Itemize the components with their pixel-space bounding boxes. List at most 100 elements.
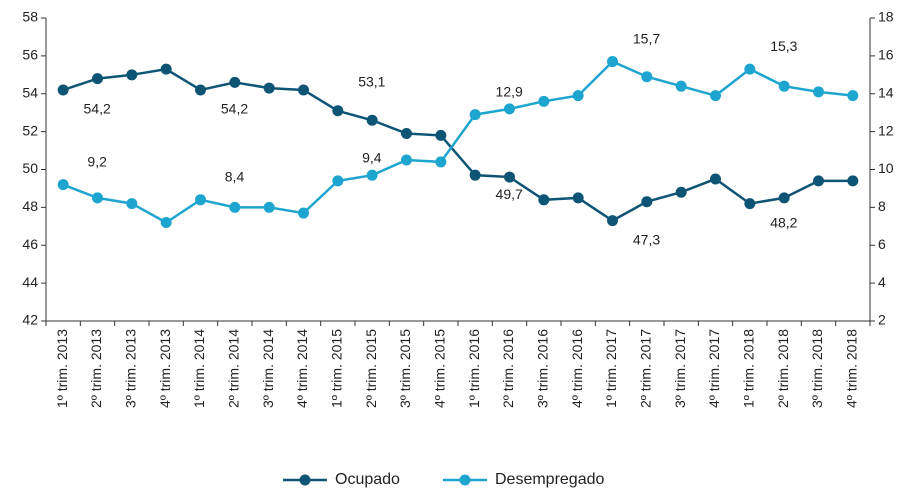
data-label: 54,2 (221, 101, 248, 117)
point (778, 80, 790, 92)
x-tick-label: 4º trim. 2016 (569, 329, 585, 408)
y2-tick-label: 10 (878, 160, 894, 176)
x-tick-label: 2º trim. 2018 (775, 329, 791, 408)
point (126, 69, 138, 81)
data-label: 15,7 (633, 30, 660, 46)
x-tick-label: 3º trim. 2016 (535, 329, 551, 408)
point (744, 198, 756, 210)
point (229, 201, 241, 213)
point (263, 201, 275, 213)
point (195, 194, 206, 206)
data-label: 54,2 (84, 101, 111, 117)
y-tick-label: 50 (22, 160, 38, 176)
legend-marker (459, 474, 471, 486)
point (607, 56, 618, 68)
y-tick-label: 48 (22, 198, 38, 214)
y2-tick-label: 4 (878, 274, 886, 290)
y2-tick-label: 2 (878, 312, 886, 328)
x-tick-label: 1º trim. 2016 (466, 329, 482, 408)
line (62, 60, 853, 224)
x-tick-label: 4º trim. 2018 (844, 329, 860, 408)
point (538, 194, 550, 206)
point (92, 73, 103, 85)
point (160, 217, 172, 229)
point (504, 171, 515, 183)
point (778, 192, 790, 204)
y-tick-label: 52 (22, 122, 38, 138)
point (504, 103, 515, 115)
point (813, 175, 824, 187)
data-label: 49,7 (496, 186, 523, 202)
point (263, 82, 275, 94)
point (572, 192, 584, 204)
data-label: 8,4 (225, 169, 245, 185)
point (813, 86, 824, 98)
point (675, 80, 687, 92)
x-tick-label: 1º trim. 2013 (54, 329, 70, 408)
point (366, 169, 378, 181)
y2-tick-label: 6 (878, 236, 886, 252)
x-tick-label: 2º trim. 2016 (500, 329, 516, 408)
x-tick-label: 1º trim. 2017 (603, 329, 619, 408)
point (298, 207, 309, 219)
point (847, 175, 859, 187)
line (62, 67, 853, 223)
point (57, 84, 69, 96)
point (435, 129, 447, 141)
point (572, 90, 584, 102)
data-label: 12,9 (496, 83, 523, 99)
legend-label: Ocupado (335, 471, 400, 488)
point (847, 90, 859, 102)
x-tick-label: 3º trim. 2015 (397, 329, 413, 408)
data-label: 9,4 (362, 150, 382, 166)
y-tick-label: 54 (22, 84, 38, 100)
y2-tick-label: 18 (878, 9, 894, 25)
x-tick-label: 3º trim. 2014 (260, 329, 276, 408)
point (641, 196, 653, 208)
y-tick-label: 56 (22, 47, 38, 63)
legend-label: Desempregado (495, 471, 605, 488)
y-tick-label: 46 (22, 236, 38, 252)
x-tick-label: 4º trim. 2013 (157, 329, 173, 408)
point (126, 198, 138, 210)
point (469, 109, 481, 121)
x-tick-label: 3º trim. 2018 (809, 329, 825, 408)
point (744, 63, 756, 75)
point (195, 84, 206, 96)
y-tick-label: 42 (22, 312, 38, 328)
point (401, 128, 412, 140)
point (92, 192, 103, 204)
y2-tick-label: 14 (878, 84, 894, 100)
legend-marker (299, 474, 311, 486)
data-label: 48,2 (770, 214, 797, 230)
point (675, 186, 687, 198)
x-tick-label: 2º trim. 2014 (226, 329, 242, 408)
x-tick-label: 2º trim. 2015 (363, 329, 379, 408)
x-tick-label: 2º trim. 2017 (638, 329, 654, 408)
point (435, 156, 447, 168)
data-label: 47,3 (633, 231, 660, 247)
point (641, 71, 653, 83)
x-tick-label: 3º trim. 2017 (672, 329, 688, 408)
x-tick-label: 3º trim. 2013 (123, 329, 139, 408)
x-tick-label: 2º trim. 2013 (88, 329, 104, 408)
point (538, 95, 550, 107)
x-tick-label: 4º trim. 2014 (294, 329, 310, 408)
point (401, 154, 412, 166)
point (366, 114, 378, 126)
point (298, 84, 309, 96)
data-label: 53,1 (358, 73, 385, 89)
point (332, 105, 344, 117)
point (229, 76, 241, 88)
y2-tick-label: 8 (878, 198, 886, 214)
x-tick-label: 4º trim. 2015 (432, 329, 448, 408)
point (469, 169, 481, 181)
y-tick-label: 44 (22, 274, 38, 290)
x-tick-label: 1º trim. 2018 (741, 329, 757, 408)
y2-tick-label: 12 (878, 122, 894, 138)
x-tick-label: 1º trim. 2015 (329, 329, 345, 408)
point (607, 215, 618, 227)
y-tick-label: 58 (22, 9, 38, 25)
point (332, 175, 344, 187)
